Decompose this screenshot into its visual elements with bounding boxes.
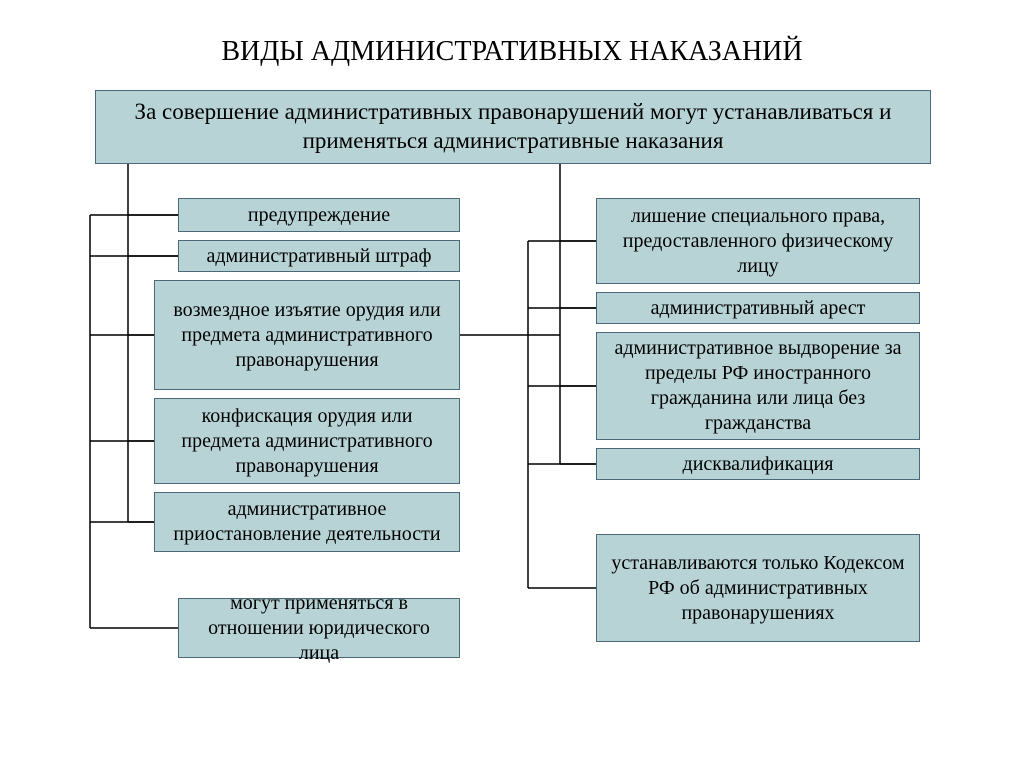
left-node-3: возмездное изъятие орудия или предмета а… <box>154 280 460 390</box>
right-node-4: дисквалификация <box>596 448 920 480</box>
left-note-box: могут применяться в отношении юридическо… <box>178 598 460 658</box>
page-title: ВИДЫ АДМИНИСТРАТИВНЫХ НАКАЗАНИЙ <box>0 36 1024 68</box>
right-node-2: административный арест <box>596 292 920 324</box>
left-node-1: предупреждение <box>178 198 460 232</box>
right-node-3: административное выдворение за пределы Р… <box>596 332 920 440</box>
left-node-2: административный штраф <box>178 240 460 272</box>
left-node-4: конфискация орудия или предмета админист… <box>154 398 460 484</box>
root-box: За совершение административных правонару… <box>95 90 931 164</box>
right-node-1: лишение специального права, предоставлен… <box>596 198 920 284</box>
left-node-5: административное приостановление деятель… <box>154 492 460 552</box>
right-note-box: устанавливаются только Кодексом РФ об ад… <box>596 534 920 642</box>
